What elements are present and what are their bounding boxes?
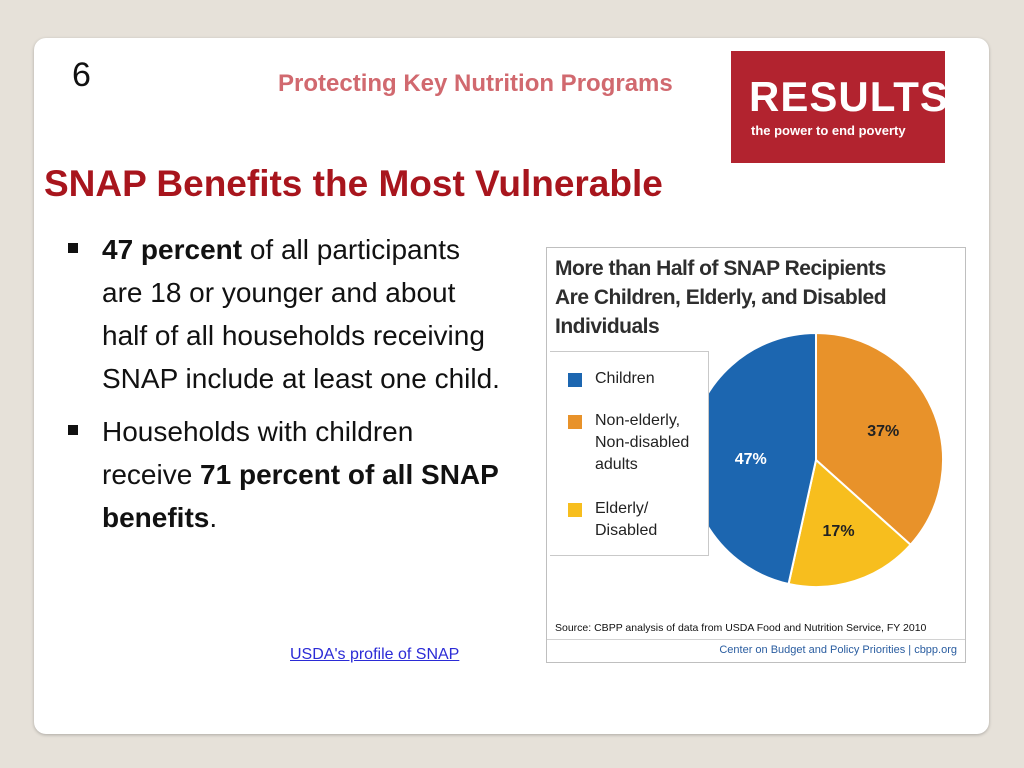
chart-footer-text: Center on Budget and Policy Priorities |… [719, 644, 957, 656]
legend-label: Non-elderly, Non-disabled adults [595, 410, 715, 476]
chart-title-line: More than Half of SNAP Recipients [555, 257, 886, 280]
legend-swatch [568, 503, 582, 517]
bullet-tail: . [209, 502, 218, 533]
legend-label-line: Non-disabled [595, 434, 690, 451]
bullet-emphasis: 47 percent [102, 234, 243, 265]
legend-label-line: Non-elderly, [595, 412, 681, 429]
pie-chart: 47% 37% 17% [688, 331, 944, 588]
pie-slice-1 [815, 331, 944, 547]
slide-number: 6 [72, 56, 91, 94]
pie-value-label: 47% [735, 451, 767, 468]
logo-wordmark: RESULTS [749, 73, 949, 120]
header-title: Protecting Key Nutrition Programs [278, 70, 673, 97]
legend-label: Elderly/ Disabled [595, 498, 715, 542]
pie-value-label: 17% [823, 523, 855, 540]
legend-label-line: Children [595, 370, 655, 387]
bullet-emphasis: 71 percent of all SNAP benefits [102, 459, 499, 533]
bullet-text: of all participants are 18 or younger an… [102, 234, 500, 394]
slide-heading: SNAP Benefits the Most Vulnerable [44, 163, 663, 204]
chart-footer: Center on Budget and Policy Priorities |… [547, 639, 965, 662]
pie-slice-2 [787, 458, 912, 588]
bullet-list: 47 percent of all participants are 18 or… [64, 228, 504, 549]
bullet-item: 47 percent of all participants are 18 or… [64, 228, 504, 400]
legend-label-line: adults [595, 456, 638, 473]
legend-label: Children [595, 368, 715, 390]
logo-tagline: the power to end poverty [751, 123, 906, 138]
legend-label-line: Elderly/ [595, 500, 649, 517]
legend-swatch [568, 373, 582, 387]
pie-chart-figure: 47% 37% 17% More than Half of SNAP Recipie… [546, 247, 966, 663]
square-bullet-icon [68, 425, 78, 435]
chart-title: More than Half of SNAP Recipients Are Ch… [555, 254, 955, 341]
chart-legend: Children Non-elderly, Non-disabled adult… [550, 351, 709, 556]
square-bullet-icon [68, 243, 78, 253]
legend-label-line: Disabled [595, 522, 658, 539]
bullet-text: Households with children receive [102, 416, 414, 490]
chart-source: Source: CBPP analysis of data from USDA … [555, 622, 927, 634]
usda-profile-link[interactable]: USDA's profile of SNAP [290, 646, 460, 663]
chart-title-line: Individuals [555, 315, 660, 338]
legend-swatch [568, 415, 582, 429]
results-logo: RESULTS the power to end poverty [731, 51, 948, 163]
chart-title-line: Are Children, Elderly, and Disabled [555, 286, 887, 309]
pie-value-label: 37% [867, 423, 899, 440]
bullet-item: Households with children receive 71 perc… [64, 410, 504, 539]
